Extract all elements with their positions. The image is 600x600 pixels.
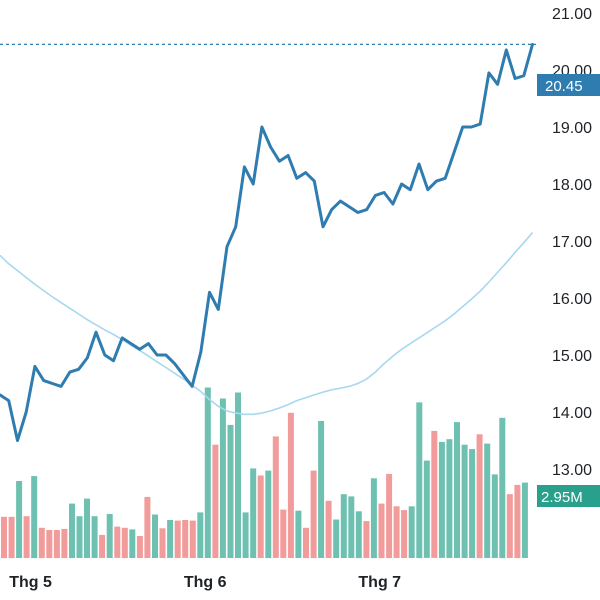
last-price-badge-text: 20.45 (545, 78, 583, 95)
volume-bar (484, 443, 491, 558)
y-tick-label: 21.00 (552, 6, 592, 23)
volume-bar (69, 503, 75, 559)
volume-bar (212, 444, 219, 558)
y-tick-label: 15.00 (552, 348, 592, 365)
volume-bar (8, 516, 15, 559)
volume-bar (521, 482, 528, 558)
volume-bar (348, 496, 355, 558)
volume-bar (446, 439, 453, 558)
volume-bar (401, 510, 408, 558)
volume-bar (454, 422, 460, 558)
y-tick-label: 14.00 (552, 405, 592, 422)
volume-bar (295, 510, 302, 558)
volume-bar (152, 514, 158, 558)
volume-bar (235, 392, 241, 558)
volume-bar (106, 514, 113, 558)
x-tick-label: Thg 5 (9, 574, 52, 591)
volume-bar (416, 402, 423, 559)
volume-bar (514, 484, 521, 559)
volume-bar (99, 534, 106, 558)
volume-bar (476, 434, 483, 559)
y-tick-label: 19.00 (552, 120, 592, 137)
volume-bar (378, 503, 385, 559)
last-price-badge-bg (537, 74, 600, 96)
volume-bar (219, 398, 226, 558)
x-tick-label: Thg 6 (184, 574, 227, 591)
volume-bar (121, 527, 128, 559)
x-tick-label: Thg 7 (358, 574, 401, 591)
volume-bar (144, 496, 151, 558)
volume-bar (265, 470, 272, 559)
volume-bar (318, 421, 325, 558)
volume-bar (491, 474, 498, 558)
volume-bar (370, 478, 377, 559)
volume-bar (46, 530, 53, 559)
volume-bar (423, 460, 430, 558)
volume-bar (167, 520, 174, 558)
volume-bar (431, 430, 438, 558)
volume-bar (84, 498, 90, 558)
volume-bar (53, 530, 60, 559)
x-axis-ticks: Thg 5 Thg 6 Thg 7 (9, 574, 401, 591)
volume-bar (250, 468, 257, 558)
y-tick-label: 17.00 (552, 234, 592, 251)
volume-bar (174, 520, 181, 558)
last-price-badge: 20.45 (537, 74, 600, 96)
volume-bar (272, 436, 279, 558)
volume-bar (303, 527, 309, 559)
volume-bar (393, 506, 400, 558)
y-tick-label: 13.00 (552, 462, 592, 479)
last-volume-badge-text: 2.95M (541, 489, 583, 506)
volume-bar (1, 516, 7, 559)
volume-bar (333, 519, 340, 558)
volume-bar (91, 516, 98, 558)
volume-bar (38, 527, 45, 559)
volume-bar (257, 475, 264, 558)
volume-bar (16, 481, 23, 558)
volume-bar (363, 521, 370, 558)
volume-bar (197, 512, 204, 558)
volume-bar (182, 520, 189, 558)
y-tick-label: 16.00 (552, 291, 592, 308)
volume-bar (280, 509, 287, 558)
volume-bar (340, 494, 347, 558)
volume-bar (136, 536, 143, 558)
moving-average-line (0, 231, 534, 416)
volume-bar (438, 441, 445, 558)
volume-bar (129, 529, 136, 558)
volume-bar (189, 520, 196, 558)
volume-bar (23, 516, 30, 558)
volume-bar (61, 528, 68, 559)
volume-bar (114, 526, 121, 558)
volume-bar (159, 528, 166, 558)
volume-bar (469, 449, 476, 558)
volume-bar (242, 512, 249, 558)
volume-bar (408, 506, 415, 558)
last-volume-badge-bg (537, 485, 600, 507)
volume-bar (355, 511, 362, 559)
volume-bars (1, 387, 528, 559)
y-tick-label: 18.00 (552, 177, 592, 194)
volume-bar (76, 516, 83, 558)
volume-bar (204, 387, 211, 558)
volume-bar (325, 500, 332, 558)
volume-bar (310, 470, 317, 559)
y-axis-ticks: 21.0020.0019.0018.0017.0016.0015.0014.00… (552, 6, 592, 479)
last-volume-badge: 2.95M (537, 485, 600, 507)
volume-bar (287, 412, 294, 558)
volume-bar (461, 444, 468, 558)
volume-bar (386, 473, 393, 559)
volume-bar (506, 494, 513, 558)
volume-bar (31, 476, 38, 559)
volume-bar (227, 424, 234, 558)
volume-bar (499, 417, 506, 559)
price-line (0, 42, 534, 442)
